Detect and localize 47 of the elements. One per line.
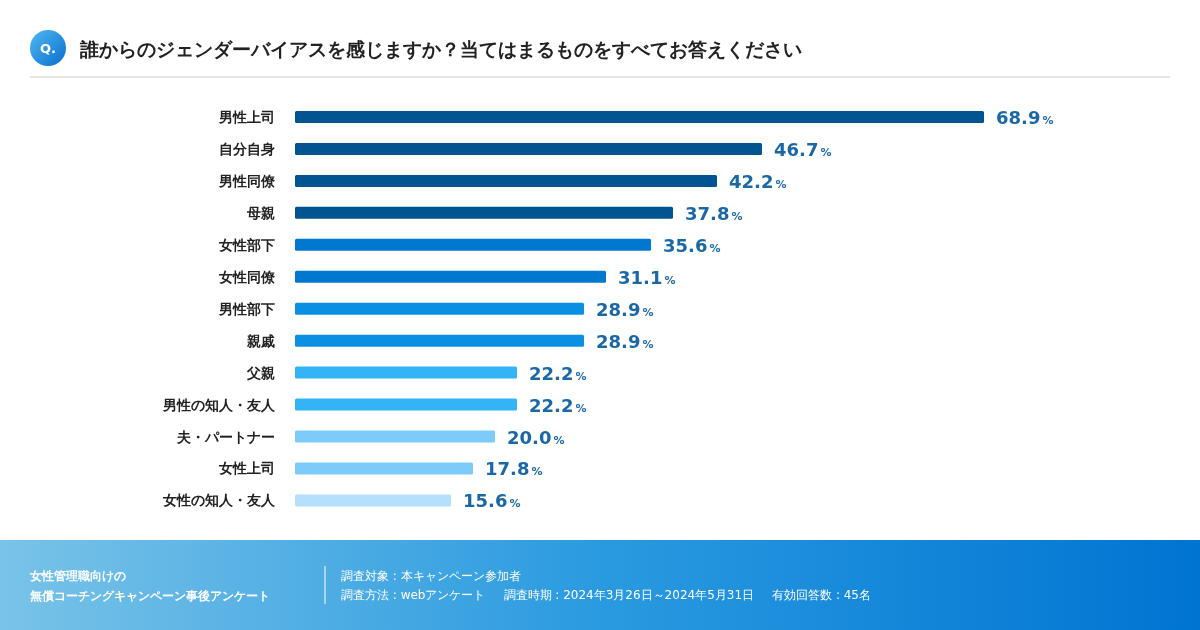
bar bbox=[295, 270, 606, 283]
data-label: 15.6% bbox=[463, 490, 521, 512]
y-tick-label: 母親 bbox=[246, 204, 275, 221]
y-tick-label: 夫・パートナー bbox=[176, 428, 275, 445]
data-label: 28.9% bbox=[596, 298, 654, 320]
bar bbox=[295, 302, 584, 315]
bar bbox=[295, 111, 984, 123]
y-tick-label: 親戚 bbox=[246, 332, 275, 349]
y-tick-label: 女性の知人・友人 bbox=[162, 492, 276, 509]
text: 有効回答数 : 45名 bbox=[772, 588, 872, 602]
bar bbox=[295, 494, 451, 507]
text: 女性管理職向けの bbox=[29, 569, 126, 583]
text: 調査対象 : 本キャンペーン参加者 bbox=[341, 569, 521, 583]
y-tick-label: 男性上司 bbox=[218, 109, 275, 125]
bar bbox=[295, 238, 651, 251]
y-tick-label: 父親 bbox=[246, 364, 275, 381]
bar bbox=[295, 142, 762, 155]
bar bbox=[295, 398, 517, 411]
y-tick-label: 女性部下 bbox=[218, 236, 275, 253]
text: 調査方法 : webアンケート bbox=[341, 588, 486, 602]
bar bbox=[295, 430, 495, 443]
bar bbox=[295, 206, 673, 219]
data-label: 68.9% bbox=[996, 107, 1054, 128]
bar bbox=[295, 462, 473, 475]
data-label: 20.0% bbox=[507, 426, 565, 448]
data-label: 37.8% bbox=[685, 202, 743, 224]
text: 無償コーチングキャンペーン事後アンケート bbox=[29, 589, 270, 603]
data-label: 42.2% bbox=[729, 170, 787, 192]
y-tick-label: 自分自身 bbox=[219, 140, 275, 157]
y-tick-label: 女性同僚 bbox=[218, 268, 276, 285]
chart-title: 誰からのジェンダーバイアスを感じますか？当てはまるものをすべてお答えください bbox=[79, 38, 802, 60]
bar bbox=[295, 174, 717, 187]
y-tick-label: 男性の知人・友人 bbox=[162, 396, 276, 413]
data-label: 46.7% bbox=[774, 138, 832, 160]
data-label: 28.9% bbox=[596, 330, 654, 352]
data-label: 35.6% bbox=[663, 234, 721, 256]
data-label: 22.2% bbox=[529, 394, 587, 416]
y-tick-label: 男性同僚 bbox=[218, 172, 276, 189]
data-label: 31.1% bbox=[618, 266, 676, 288]
y-tick-label: 女性上司 bbox=[218, 460, 275, 477]
y-tick-label: 男性部下 bbox=[218, 300, 275, 317]
data-label: 17.8% bbox=[485, 458, 543, 480]
bar bbox=[295, 334, 584, 347]
bar bbox=[295, 366, 517, 379]
data-label: 22.2% bbox=[529, 362, 587, 384]
text: Q. bbox=[40, 41, 56, 56]
text: 調査時期 : 2024年3月26日～2024年5月31日 bbox=[503, 588, 755, 602]
